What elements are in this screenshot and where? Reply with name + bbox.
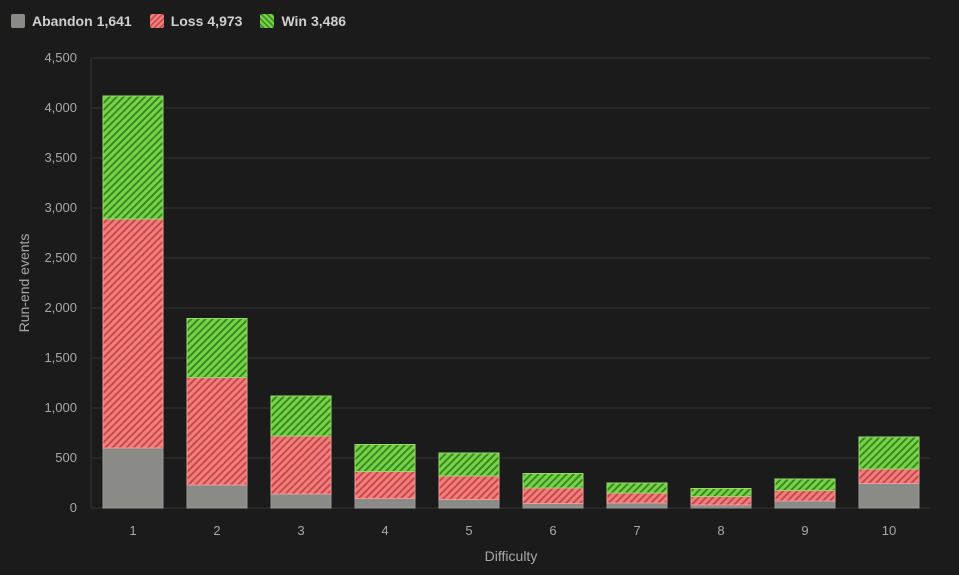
legend-label-win: Win — [281, 13, 307, 29]
y-axis-title: Run-end events — [16, 234, 32, 333]
legend-item-win[interactable]: Win 3,486 — [260, 13, 346, 29]
bar-segment-abandon[interactable] — [858, 483, 920, 509]
legend-count-loss: 4,973 — [207, 13, 243, 29]
x-tick-label: 7 — [633, 523, 640, 538]
x-tick-label: 9 — [801, 523, 808, 538]
y-tick-label: 0 — [70, 500, 77, 515]
bar-segment-win[interactable] — [354, 444, 416, 472]
bar-segment-loss[interactable] — [354, 471, 416, 499]
bar-segment-loss[interactable] — [270, 435, 332, 495]
y-tick-label: 2,500 — [44, 250, 77, 265]
x-tick-label: 3 — [297, 523, 304, 538]
bar-segment-loss[interactable] — [858, 468, 920, 484]
bar-segment-loss[interactable] — [102, 218, 164, 449]
y-tick-label: 4,500 — [44, 50, 77, 65]
legend-item-abandon[interactable]: Abandon 1,641 — [11, 13, 132, 29]
y-tick-label: 2,000 — [44, 300, 77, 315]
legend-count-win: 3,486 — [310, 13, 347, 29]
y-tick-label: 3,500 — [44, 150, 77, 165]
y-tick-label: 3,000 — [44, 200, 77, 215]
bar-segment-abandon[interactable] — [102, 447, 164, 509]
bar-segment-win[interactable] — [102, 95, 164, 220]
bar-segment-abandon[interactable] — [186, 484, 248, 509]
bar-segment-abandon[interactable] — [606, 502, 668, 509]
legend-item-loss[interactable]: Loss 4,973 — [149, 13, 243, 29]
bar-segment-loss[interactable] — [438, 475, 500, 500]
bar-segment-abandon[interactable] — [438, 499, 500, 509]
chart-legend: Abandon 1,641 Loss 4,973 Win — [11, 10, 346, 32]
bar-segment-win[interactable] — [522, 473, 584, 489]
x-tick-label: 1 — [129, 523, 136, 538]
win-swatch-icon — [260, 14, 275, 28]
x-tick-label: 5 — [465, 523, 472, 538]
bar-segment-win[interactable] — [690, 488, 752, 497]
y-tick-label: 1,500 — [44, 350, 77, 365]
bar-segment-loss[interactable] — [690, 496, 752, 506]
bar-segment-abandon[interactable] — [354, 498, 416, 509]
x-tick-label: 8 — [717, 523, 724, 538]
legend-label-abandon: Abandon — [32, 13, 93, 29]
x-tick-label: 4 — [381, 523, 388, 538]
bar-segment-loss[interactable] — [606, 492, 668, 504]
bar-segment-loss[interactable] — [774, 490, 836, 502]
legend-label-loss: Loss — [170, 13, 204, 29]
y-tick-label: 1,000 — [44, 400, 77, 415]
y-tick-label: 4,000 — [44, 100, 77, 115]
legend-count-abandon: 1,641 — [96, 13, 132, 29]
bar-segment-win[interactable] — [606, 482, 668, 494]
bars — [102, 95, 920, 509]
x-tick-label: 10 — [882, 523, 896, 538]
x-tick-labels: 1 2 3 4 5 6 7 8 9 10 — [129, 523, 896, 538]
y-tick-label: 500 — [55, 450, 77, 465]
y-tick-labels: 0 500 1,000 1,500 2,000 2,500 3,000 3,500 4,000 4… — [44, 50, 77, 515]
bar-segment-win[interactable] — [774, 478, 836, 491]
bar-segment-abandon[interactable] — [522, 503, 584, 509]
abandon-swatch-icon — [11, 14, 25, 28]
x-tick-label: 2 — [213, 523, 220, 538]
bar-segment-abandon[interactable] — [270, 493, 332, 509]
bar-segment-loss[interactable] — [522, 487, 584, 504]
bar-segment-win[interactable] — [270, 395, 332, 437]
bar-segment-abandon[interactable] — [774, 500, 836, 509]
bar-segment-win[interactable] — [858, 436, 920, 470]
bar-segment-win[interactable] — [438, 452, 500, 477]
bar-segment-win[interactable] — [186, 318, 248, 378]
x-axis-title: Difficulty — [485, 548, 538, 564]
loss-swatch-icon — [149, 14, 164, 28]
bar-segment-loss[interactable] — [186, 377, 248, 486]
x-tick-label: 6 — [549, 523, 556, 538]
